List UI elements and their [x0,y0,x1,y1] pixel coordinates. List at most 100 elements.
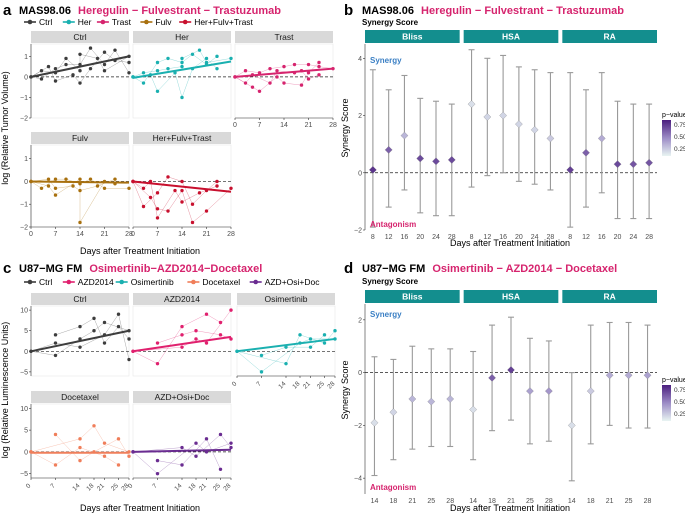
facet-strip [235,31,333,43]
data-point [322,341,327,345]
legend-marker-her [66,19,72,25]
x-tick-label: 25 [625,498,633,505]
legend-marker-trast [100,19,106,25]
data-point [229,441,233,445]
data-point [116,463,121,467]
synergy-point [416,154,425,163]
pvalue-legend-tick: 0.75 [674,387,685,394]
trajectory-line [132,181,232,223]
data-point [204,209,209,213]
data-point [180,64,184,69]
x-tick-label: 28 [644,498,652,505]
y-tick-label: −2 [354,423,362,430]
data-point [308,337,313,341]
data-point [166,175,170,179]
x-tick-label: 0 [25,482,33,490]
facet-fulv: Fulv −2 −1 0 1 0 7 14 21 28 [20,132,133,238]
x-tick-label: 12 [483,234,491,241]
y-tick-label: 2 [358,113,362,120]
data-point [46,64,51,69]
facet-header-label: HSA [502,292,520,302]
data-point [148,195,153,200]
panel-c-cell-line: U87−MG FM [19,263,82,275]
fit-line [132,180,232,193]
facet-her-fulv-trast: Her+Fulv+Trast 0 7 14 21 28 [131,132,235,238]
panel-d-drugs: Osimertinib − AZD2014 − Docetaxel [432,263,617,275]
legend-label-docetaxel: Docetaxel [202,277,240,287]
facet-header-label: RA [604,32,616,42]
y-tick-label: −5 [20,369,28,376]
y-tick-label: −1 [20,202,28,209]
legend-label-ctrl: Ctrl [39,17,52,27]
trajectory-line [132,176,218,207]
panel-d-pvalue-legend: p−value 0.75 0.50 0.25 [662,377,685,421]
data-point [194,441,198,445]
data-point [229,308,233,312]
x-tick-label: 25 [427,498,435,505]
data-point [194,454,198,458]
data-point [218,467,223,471]
x-tick-label: 25 [316,380,326,390]
legend-label-azd-osi-doc: AZD+Osi+Doc [265,277,321,287]
x-tick-label: 14 [280,122,288,129]
legend-marker-azd-osi-doc [253,279,258,285]
panel-d-letter: d [344,260,353,277]
data-point [190,220,195,225]
data-point [39,77,44,81]
x-tick-label: 12 [582,234,590,241]
trajectory-line [30,313,130,360]
y-tick-label: 0 [358,370,362,377]
y-tick-label: 0 [24,179,28,186]
x-tick-label: 7 [255,380,263,388]
y-tick-label: 5 [24,428,28,435]
data-point [39,69,44,73]
x-tick-label: 0 [127,482,135,490]
data-point [102,454,107,458]
data-point [180,463,184,467]
data-point [64,177,68,181]
data-point [282,81,286,85]
y-tick-label: −5 [20,471,28,478]
panel-a-drugs: Heregulin − Fulvestrant − Trastuzumab [78,5,281,17]
facet-bliss: Bliss 8 12 16 20 24 28 [365,30,460,241]
synergy-point [469,405,477,414]
trajectory-line [157,438,221,470]
synergy-point [545,387,553,395]
panel-a-legend: Ctrl Her Trast Fulv Her+Fulv+Trast [24,17,254,27]
y-tick-label: 10 [20,406,28,413]
fit-line [30,55,130,78]
panel-d-xlabel: Days after Treatment Initiation [450,503,570,513]
y-tick-label: 4 [358,56,362,63]
pvalue-legend-tick: 0.50 [674,399,685,406]
data-point [243,81,248,85]
panel-d-score-title: Synergy Score [362,277,419,286]
data-point [39,186,44,190]
data-point [155,191,160,195]
synergy-point [384,146,393,154]
x-tick-label: 7 [258,122,262,129]
pvalue-legend-tick: 0.75 [674,122,685,129]
facet-plot-area [132,403,232,479]
facet-header-label: Bliss [402,292,423,302]
facet-strip-label: Osimertinib [265,294,308,304]
x-tick-label: 14 [277,380,287,390]
x-tick-label: 18 [488,498,496,505]
data-point [215,179,219,184]
facet-strip [31,132,129,144]
synergy-label: Synergy [370,56,402,65]
data-point [53,341,58,345]
facet-plot-area [30,403,130,479]
data-point [78,337,82,341]
x-tick-label: 28 [545,498,553,505]
facet-plot-area [30,43,130,119]
data-point [155,471,160,476]
data-point [180,333,184,337]
synergy-point [643,371,652,380]
data-point [102,50,107,54]
data-point [282,64,286,69]
data-point [190,52,195,56]
synergy-point [567,421,576,430]
panel-a-ylabel: log (Relative Tumor Volume) [0,71,10,185]
data-point [78,437,82,441]
panel-b-drugs: Heregulin − Fulvestrant − Trastuzumab [421,5,624,17]
